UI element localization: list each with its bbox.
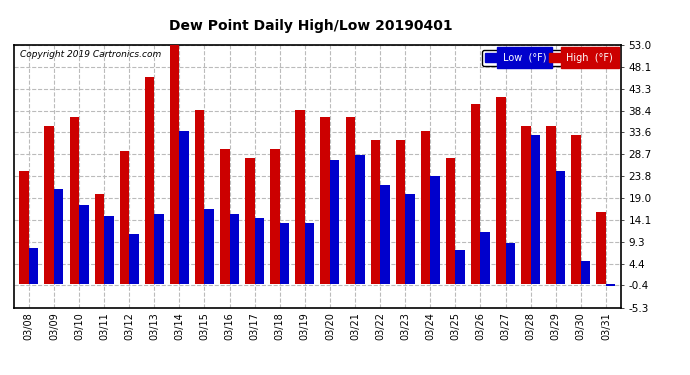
Bar: [496, 97, 506, 284]
Bar: [455, 250, 465, 284]
Bar: [506, 243, 515, 284]
Bar: [95, 194, 104, 284]
Bar: [431, 176, 440, 284]
Bar: [119, 151, 129, 284]
Bar: [606, 284, 615, 286]
Bar: [546, 126, 555, 284]
Bar: [70, 117, 79, 284]
Bar: [596, 211, 606, 284]
Bar: [320, 117, 330, 284]
Bar: [145, 76, 155, 284]
Bar: [220, 148, 230, 284]
Bar: [346, 117, 355, 284]
Bar: [581, 261, 591, 284]
Bar: [571, 135, 581, 284]
Bar: [305, 223, 315, 284]
Text: Dew Point Daily High/Low 20190401: Dew Point Daily High/Low 20190401: [168, 19, 453, 33]
Bar: [395, 140, 405, 284]
Bar: [421, 130, 431, 284]
Bar: [29, 248, 39, 284]
Bar: [179, 130, 189, 284]
Bar: [195, 110, 204, 284]
Bar: [531, 135, 540, 284]
Bar: [54, 189, 63, 284]
Bar: [44, 126, 54, 284]
Bar: [204, 209, 214, 284]
Bar: [255, 218, 264, 284]
Bar: [555, 171, 565, 284]
Bar: [521, 126, 531, 284]
Bar: [79, 205, 88, 284]
Bar: [330, 160, 339, 284]
Bar: [279, 223, 289, 284]
Bar: [270, 148, 279, 284]
Bar: [295, 110, 305, 284]
Bar: [129, 234, 139, 284]
Bar: [446, 158, 455, 284]
Bar: [245, 158, 255, 284]
Bar: [19, 171, 29, 284]
Bar: [471, 104, 480, 284]
Bar: [230, 214, 239, 284]
Bar: [104, 216, 114, 284]
Text: Copyright 2019 Cartronics.com: Copyright 2019 Cartronics.com: [20, 50, 161, 59]
Bar: [380, 184, 390, 284]
Bar: [405, 194, 415, 284]
Bar: [371, 140, 380, 284]
Bar: [155, 214, 164, 284]
Bar: [170, 45, 179, 284]
Bar: [355, 155, 364, 284]
Bar: [480, 232, 490, 284]
Legend: Low  (°F), High  (°F): Low (°F), High (°F): [482, 50, 616, 66]
